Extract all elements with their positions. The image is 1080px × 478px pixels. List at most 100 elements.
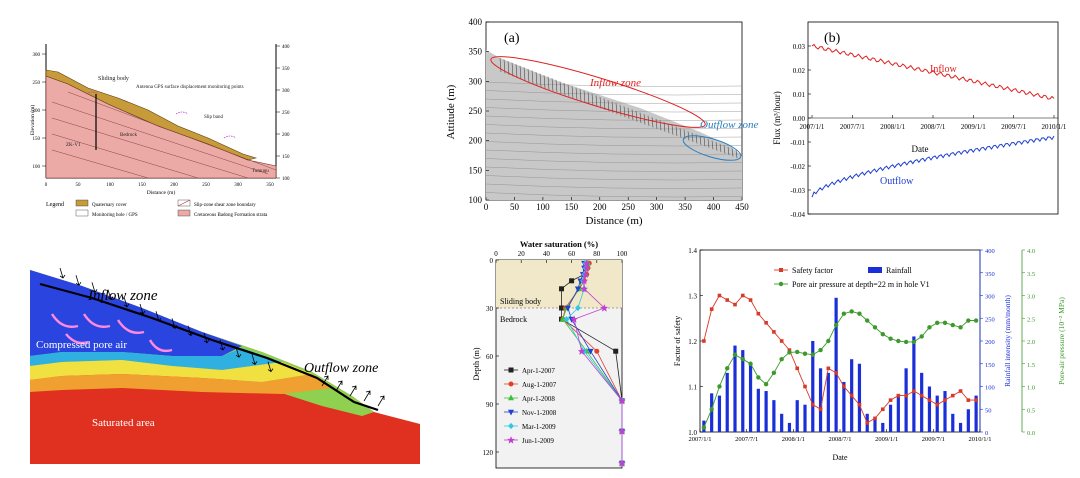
pore-air-point <box>748 361 753 366</box>
infiltration-arrow <box>235 347 242 358</box>
rainfall-bar <box>904 368 908 432</box>
safety-factor-point <box>740 293 745 298</box>
pore-air-point <box>771 370 777 376</box>
geo-label-rock: Bedrock <box>120 133 137 138</box>
flow-arrow <box>679 128 682 138</box>
schem-outflow-label: Outflow zone <box>304 361 378 376</box>
pore-air-point <box>701 425 707 430</box>
flow-arrow <box>671 125 674 135</box>
flow-arrow <box>731 148 734 157</box>
sat-legend-marker <box>507 436 515 444</box>
safety-factor-point <box>943 398 947 402</box>
rainfall-bar <box>842 381 846 432</box>
sat-point <box>580 285 588 293</box>
flow-y-tick: 250 <box>469 106 483 116</box>
flow-x-tick: 150 <box>565 202 579 212</box>
flow-arrow <box>675 126 678 137</box>
safety-factor-point <box>779 339 784 343</box>
safety-factor-point <box>857 402 862 407</box>
safety-factor-point <box>935 402 940 407</box>
geo-left-tick: 100 <box>33 165 41 170</box>
schem-saturated-label: Saturated area <box>92 417 155 429</box>
flow-arrow <box>511 62 514 77</box>
flow-x-tick: 450 <box>735 202 749 212</box>
fos-x-tick: 2007/7/1 <box>735 436 758 443</box>
pore-air-point <box>896 338 901 344</box>
flow-arrow <box>499 57 502 73</box>
safety-factor-point <box>787 348 792 352</box>
flux-y-tick: 0.00 <box>793 115 806 123</box>
fos-y2-tick: 150 <box>985 362 995 369</box>
safety-factor-point <box>772 330 776 334</box>
sat-zone-upper: Sliding body <box>500 297 541 306</box>
flow-arrow <box>735 149 738 159</box>
geo-right-tick: 200 <box>282 133 290 138</box>
sat-point <box>618 459 626 467</box>
rainfall-bar <box>733 345 737 432</box>
pore-air-point <box>787 350 792 355</box>
flow-arrow <box>691 132 694 142</box>
geology-section: Sliding body Antenna GPS surface displac… <box>29 44 290 218</box>
geo-legend-1: Quaternary cover <box>92 203 127 208</box>
sat-y-tick: 60 <box>486 353 494 361</box>
geo-right-tick: 300 <box>282 89 290 94</box>
geo-x-tick: 100 <box>106 183 114 188</box>
exfiltration-arrow <box>363 390 371 402</box>
flux-y-tick: -0.02 <box>790 163 805 171</box>
infiltration-arrow <box>123 296 130 308</box>
flow-arrow <box>651 117 654 128</box>
flow-arrow <box>567 84 570 97</box>
rainfall-bar <box>927 386 932 432</box>
pore-air-point <box>935 320 940 325</box>
pore-air-point <box>865 318 870 323</box>
sat-point <box>570 315 578 323</box>
flow-inflow-label: Inflow zone <box>589 77 641 89</box>
infiltration-arrow <box>139 303 146 315</box>
infiltration-arrow <box>219 339 226 351</box>
sat-legend-marker <box>507 394 515 401</box>
flux-x-tick: 2007/1/1 <box>800 123 825 131</box>
infiltration-arrow <box>171 318 178 329</box>
fos-y2-tick: 250 <box>985 316 995 323</box>
flow-arrow <box>575 87 578 100</box>
pore-air-point <box>818 347 823 353</box>
geo-right-tick: 100 <box>282 177 290 182</box>
rainfall-bar <box>912 336 916 432</box>
flow-arrow <box>659 120 662 131</box>
geo-right-tick: 350 <box>282 67 290 72</box>
flow-arrow <box>543 75 546 89</box>
flow-arrow <box>547 76 550 90</box>
safety-factor-point <box>919 393 924 398</box>
pore-air-point <box>872 325 878 330</box>
flow-line <box>485 149 743 155</box>
flow-arrow <box>647 115 650 126</box>
fos-y3-tick: 1.0 <box>1027 385 1035 392</box>
sat-legend-label: Aug-1-2007 <box>522 381 557 389</box>
flow-line <box>485 141 743 147</box>
safety-factor-point <box>912 389 916 393</box>
infiltration-arrow <box>107 289 114 301</box>
geo-right-tick: 400 <box>282 45 290 50</box>
safety-rainfall-chart: 1.0 1.1 1.2 1.3 1.4 0 50 100 150 200 250 300 350 400 0… <box>673 247 1066 462</box>
pore-air-point <box>717 384 722 389</box>
fos-y2-tick: 0 <box>985 430 988 437</box>
fos-y3-tick: 3.5 <box>1027 271 1035 278</box>
safety-factor-point <box>709 307 714 311</box>
pore-air-point <box>958 325 963 330</box>
flux-x-tick: 2009/7/1 <box>1001 123 1026 131</box>
flux-ylabel: Flux (m³/hour) <box>772 91 782 144</box>
flow-arrow <box>623 106 626 118</box>
safety-factor-point <box>826 366 831 371</box>
geo-x-tick: 250 <box>202 183 210 188</box>
flow-arrow <box>587 92 590 105</box>
sat-point <box>559 315 566 322</box>
fos-y3-tick: 2.0 <box>1027 339 1035 346</box>
flow-arrow <box>627 107 630 119</box>
safety-factor-point <box>849 393 854 398</box>
flow-arrow <box>527 68 530 83</box>
safety-factor-point <box>950 393 955 398</box>
fos-x-tick: 2009/7/1 <box>922 436 945 443</box>
fos-y2-tick: 350 <box>985 271 995 278</box>
flow-x-tick: 200 <box>593 202 607 212</box>
safety-factor-point <box>904 393 908 398</box>
